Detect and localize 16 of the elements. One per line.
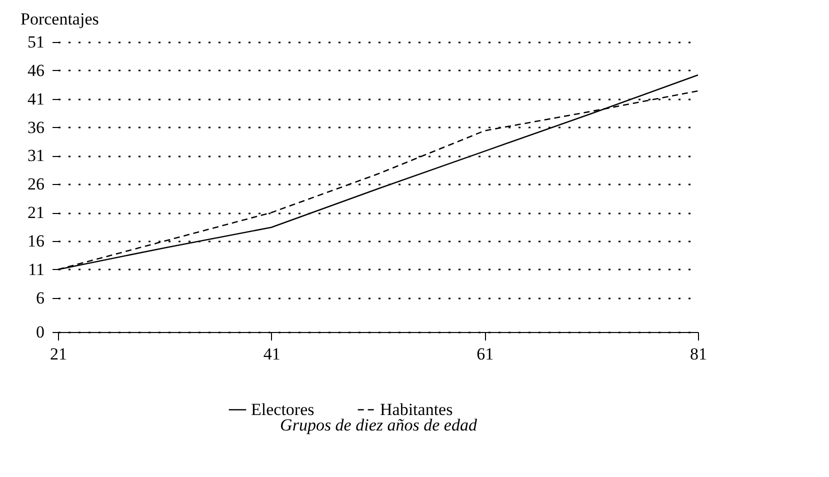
x-tick-label: 81	[690, 344, 707, 364]
y-tick-label: 26	[28, 174, 44, 194]
y-axis-title: Porcentajes	[20, 10, 99, 28]
y-tick-label: 46	[28, 60, 44, 80]
y-tick-label: 51	[28, 32, 44, 52]
x-tick-label: 21	[50, 344, 67, 364]
y-tick-label: 31	[28, 146, 44, 166]
y-tick-label: 21	[28, 203, 44, 222]
y-tick-label: 6	[36, 288, 44, 308]
y-tick-label: 36	[28, 118, 44, 137]
y-tick-label: 41	[28, 89, 44, 108]
y-tick-label: 16	[28, 232, 44, 251]
y-tick-label: 11	[28, 260, 44, 279]
y-tick-label: 0	[36, 322, 44, 342]
x-tick-label: 41	[263, 344, 280, 364]
x-tick-label: 61	[476, 344, 494, 364]
